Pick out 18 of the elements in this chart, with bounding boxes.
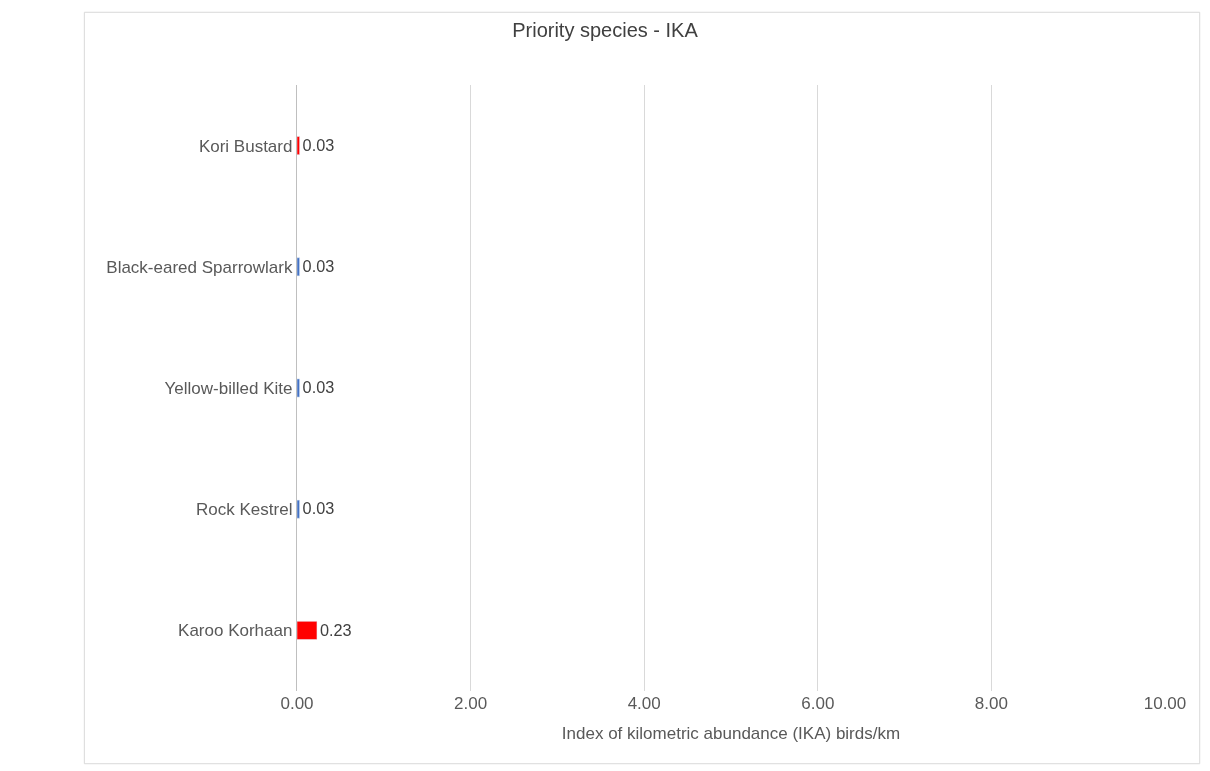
x-tick-label: 4.00 <box>627 694 661 713</box>
y-tick-label: Kori Bustard <box>198 136 293 156</box>
x-tick-label: 6.00 <box>801 694 835 713</box>
data-label: 0.03 <box>302 135 335 154</box>
data-label: 0.23 <box>319 620 352 639</box>
data-label: 0.03 <box>302 499 335 518</box>
y-tick-label: Black-eared Sparrowlark <box>106 257 293 277</box>
chart-title: Priority species - IKA <box>512 19 699 42</box>
x-tick-label: 8.00 <box>974 694 1008 713</box>
x-tick-label: 2.00 <box>454 694 488 713</box>
y-tick-label: Yellow-billed Kite <box>164 378 293 398</box>
y-tick-label: Rock Kestrel <box>196 500 293 520</box>
data-label: 0.03 <box>302 257 335 276</box>
y-tick-label: Karoo Korhaan <box>178 621 293 641</box>
data-label: 0.03 <box>302 378 335 397</box>
x-tick-label: 10.00 <box>1143 694 1187 713</box>
x-tick-label: 0.00 <box>280 694 314 713</box>
x-axis-title: Index of kilometric abundance (IKA) birds/km <box>561 724 901 744</box>
